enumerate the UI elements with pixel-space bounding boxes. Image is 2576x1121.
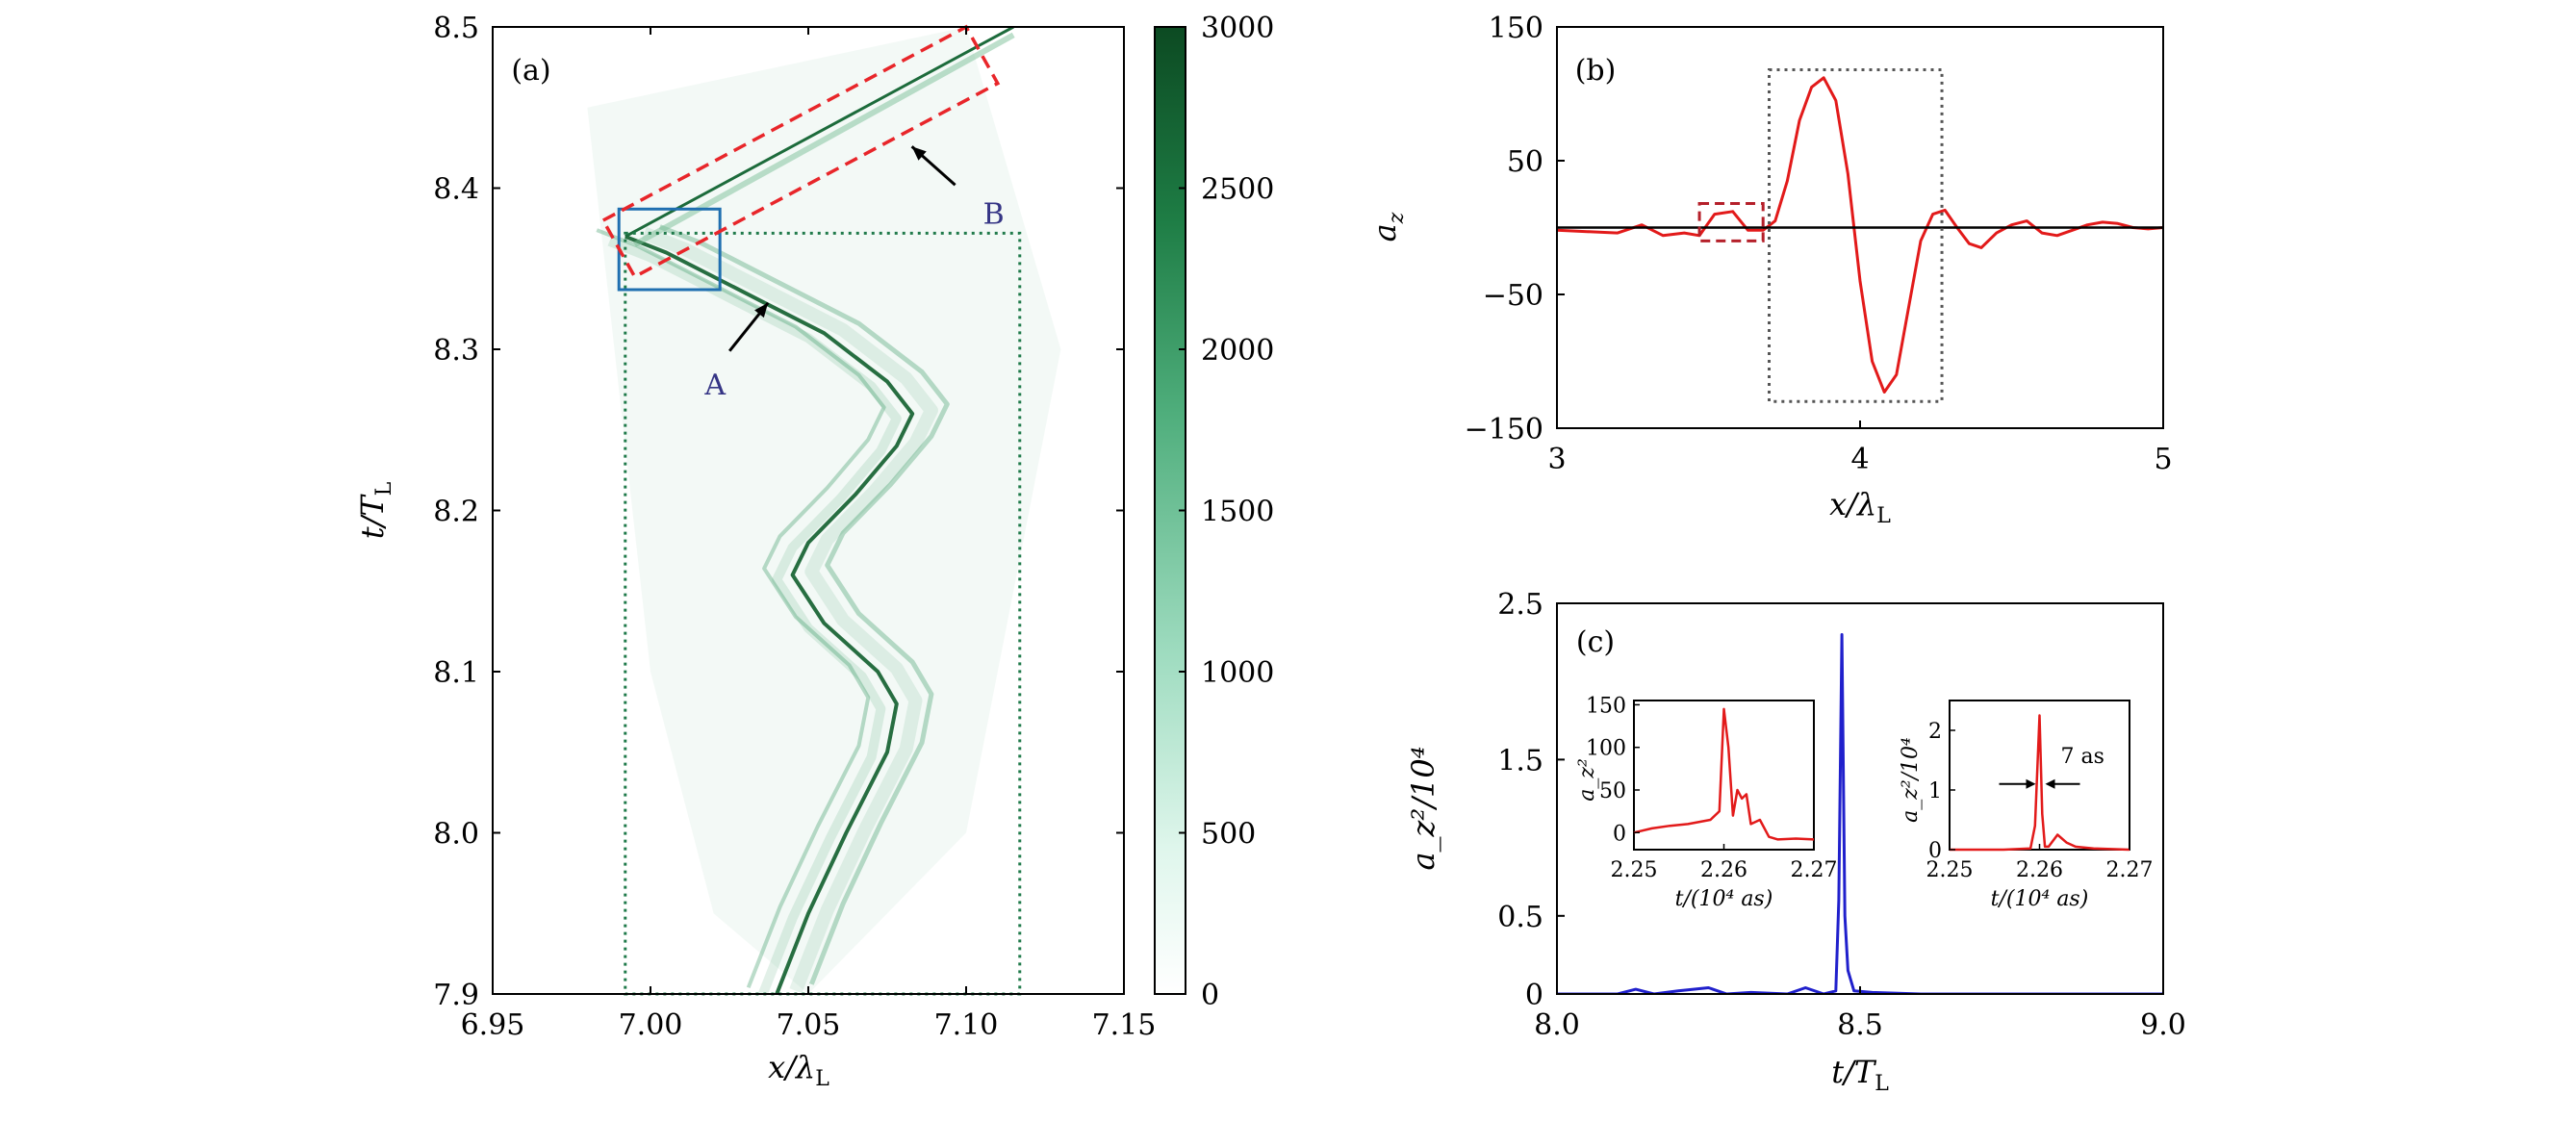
trajectory-band-1	[607, 237, 902, 994]
x-axis-label: x/λL	[768, 1049, 829, 1091]
y-tick-label: 8.5	[433, 12, 479, 45]
y-tick-label: 50	[1507, 145, 1543, 179]
x-tick-label: 7.05	[777, 1008, 841, 1042]
inset-y-tick-label: 50	[1599, 779, 1626, 803]
y-tick-label: 8.3	[433, 334, 479, 368]
colorbar-tick-label: 1000	[1201, 656, 1274, 690]
inset-y-axis-label: a_z²/10⁴	[1899, 737, 1923, 823]
y-tick-label: 0.5	[1497, 901, 1543, 934]
x-tick-label: 7.00	[619, 1008, 683, 1042]
x-tick-label: 8.5	[1837, 1008, 1883, 1042]
arrowhead-A	[754, 302, 769, 318]
panel-label-b: (b)	[1575, 54, 1617, 88]
trajectory-band-4	[625, 234, 915, 994]
trajectory-band-0	[641, 226, 938, 994]
inset-x-tick-label: 2.26	[1700, 858, 1747, 882]
inset-series-line	[1950, 714, 2130, 852]
lines-layer	[1557, 76, 2163, 394]
inset-y-tick-label: 0	[1613, 822, 1626, 846]
heatmap-layer	[587, 27, 1061, 994]
inset-y-tick-label: 100	[1586, 737, 1626, 761]
y-tick-label: 7.9	[433, 979, 479, 1012]
inset-y-tick-label: 2	[1928, 720, 1942, 744]
x-tick-label: 7.10	[934, 1008, 999, 1042]
x-tick-label: 6.95	[461, 1008, 525, 1042]
background-density	[587, 27, 1061, 994]
y-axis-label: t/TL	[354, 481, 396, 539]
trajectory-band-2	[658, 224, 950, 985]
fwhm-arrowhead-right	[2045, 778, 2055, 789]
panel-label-a: (a)	[511, 54, 550, 88]
y-tick-label: 8.1	[433, 656, 479, 690]
inset-x-tick-label: 2.27	[1791, 858, 1838, 882]
y-tick-label: 8.0	[433, 818, 479, 852]
x-axis-label-subscript: L	[1875, 1072, 1889, 1096]
x-tick-label: 5	[2154, 443, 2172, 476]
colorbar-tick-label: 2000	[1201, 334, 1274, 368]
panel-label-c: (c)	[1576, 625, 1615, 659]
y-axis-label-subscript: z	[1385, 212, 1409, 224]
y-axis-label-subscript: L	[372, 481, 396, 496]
inset-y-tick-label: 0	[1928, 839, 1942, 863]
colorbar-tick-label: 2500	[1201, 173, 1274, 207]
x-axis-label-subscript: L	[1876, 504, 1891, 528]
y-tick-label: −150	[1465, 413, 1543, 446]
colorbar-tick-label: 3000	[1201, 12, 1274, 45]
y-tick-label: 8.2	[433, 496, 479, 529]
inset-x-tick-label: 2.26	[2016, 858, 2063, 882]
y-tick-label: 8.4	[433, 173, 479, 207]
y-tick-label: −50	[1483, 279, 1543, 313]
x-axis-label: t/TL	[1831, 1054, 1889, 1096]
trajectory-band-3	[596, 228, 886, 989]
series-line-0	[1557, 76, 2163, 394]
y-tick-label: 1.5	[1497, 744, 1543, 777]
inset-x-tick-label: 2.25	[1926, 858, 1974, 882]
colorbar-tick-label: 0	[1201, 979, 1219, 1012]
inset-x-axis-label: t/(10⁴ as)	[1991, 887, 2089, 911]
reflected-line	[625, 27, 1014, 239]
y-axis-label: az	[1366, 212, 1409, 242]
x-axis-label-subscript: L	[815, 1067, 829, 1091]
y-axis-label: a_z²/10⁴	[1405, 746, 1441, 870]
inset-series-line	[1633, 707, 1815, 841]
y-tick-label: 150	[1489, 12, 1543, 45]
inset-y-axis-label: a_z²	[1575, 758, 1599, 802]
x-tick-label: 9.0	[2140, 1008, 2186, 1042]
dashed-small-box	[1697, 201, 1765, 242]
panel-a: A B (a) 6.95 7.00 7.05 7.10 7.15 7.9 8.0 8.1 8.2 8.3…	[354, 12, 1274, 1091]
x-tick-label: 7.15	[1092, 1008, 1157, 1042]
colorbar-tick-label: 500	[1201, 818, 1256, 852]
inset-x-tick-label: 2.27	[2106, 858, 2154, 882]
inset-x-tick-label: 2.25	[1611, 858, 1658, 882]
x-tick-label: 3	[1547, 443, 1566, 476]
panel-c: (c)8.0 8.5 9.02.51.50.50t/TLa_z²/10⁴ 2.25 2.…	[1405, 588, 2186, 1096]
red-dashed-box	[600, 24, 1001, 279]
y-tick-label: 2.5	[1497, 588, 1543, 622]
fwhm-annotation: 7 as	[2061, 745, 2104, 769]
colorbar-tick-label: 1500	[1201, 496, 1274, 529]
x-tick-label: 4	[1850, 443, 1869, 476]
fwhm-arrowhead-left	[2026, 778, 2036, 789]
arrowhead-B	[911, 146, 927, 161]
inset-x-axis-label: t/(10⁴ as)	[1675, 887, 1773, 911]
x-axis-label: x/λL	[1829, 486, 1891, 528]
inset-y-tick-label: 150	[1586, 694, 1626, 718]
annotation-label-B: B	[983, 197, 1005, 231]
inset-y-tick-label: 1	[1928, 779, 1942, 803]
y-tick-label: 0	[1525, 979, 1543, 1012]
panel-b: (b) 3 4 5 150 50 −50 −150 x/λL az	[1366, 12, 2173, 528]
inset-1: 2.25 2.26 2.27 150 100 50 0 t/(10⁴ as) a_z²	[1575, 694, 1837, 911]
inset-2: 2.25 2.26 2.27 2 1 0 t/(10⁴ as) a_z²/10⁴ 7 as	[1899, 700, 2154, 911]
annotation-label-A: A	[703, 369, 726, 402]
x-tick-label: 8.0	[1534, 1008, 1580, 1042]
dotted-main-pulse-box	[1768, 67, 1944, 403]
